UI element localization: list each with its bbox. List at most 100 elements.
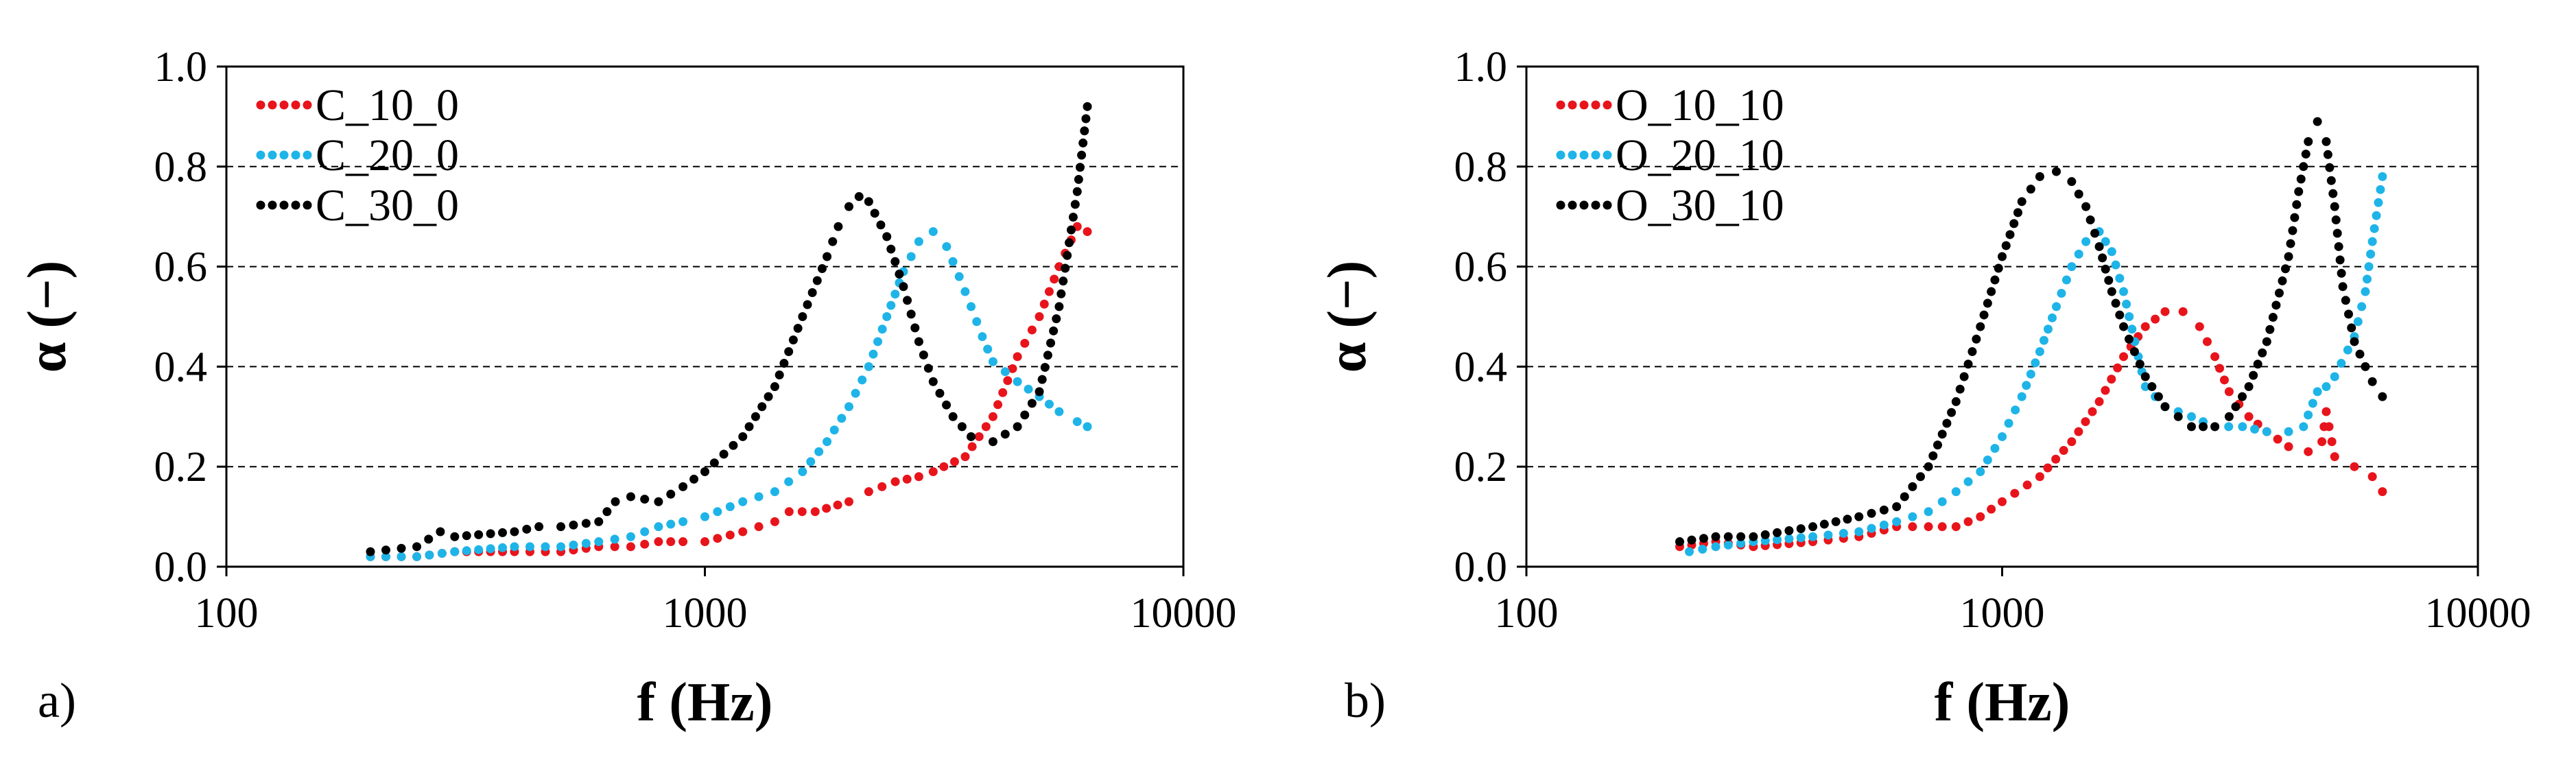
legend-marker bbox=[303, 150, 312, 160]
series-dot bbox=[2047, 313, 2057, 322]
series-dot bbox=[2043, 325, 2053, 334]
series-dot bbox=[886, 300, 896, 310]
series-dot bbox=[713, 534, 722, 543]
series-dot bbox=[1043, 351, 1052, 360]
data-point bbox=[1013, 377, 1022, 386]
data-point bbox=[700, 537, 709, 547]
panel-label: a) bbox=[38, 673, 76, 728]
data-point bbox=[2224, 387, 2234, 397]
data-point bbox=[1854, 527, 1864, 537]
series-dot bbox=[666, 519, 676, 529]
series-dot bbox=[610, 542, 619, 552]
series-dot bbox=[1074, 175, 1083, 185]
series-dot bbox=[1972, 334, 1981, 344]
data-point bbox=[2067, 177, 2077, 187]
series-dot bbox=[814, 447, 824, 456]
legend-marker bbox=[291, 200, 300, 210]
series-dot bbox=[2280, 264, 2290, 274]
series-dot bbox=[1987, 287, 1996, 296]
series-dot bbox=[1000, 367, 1010, 377]
series-dot bbox=[2101, 237, 2110, 246]
series-dot bbox=[1963, 359, 1973, 369]
series-dot bbox=[851, 388, 860, 398]
data-point bbox=[2330, 202, 2339, 211]
data-point bbox=[2052, 302, 2061, 311]
data-point bbox=[700, 512, 709, 521]
data-point bbox=[2195, 322, 2204, 331]
data-point bbox=[1951, 397, 1961, 406]
data-point bbox=[854, 192, 864, 202]
series-dot bbox=[666, 489, 676, 499]
series-dot bbox=[486, 544, 495, 554]
data-point bbox=[899, 282, 908, 292]
data-point bbox=[2244, 382, 2254, 392]
data-point bbox=[967, 432, 976, 441]
data-point bbox=[2210, 352, 2220, 362]
series-dot bbox=[1056, 289, 1066, 298]
series-dot bbox=[689, 474, 699, 484]
series-dot bbox=[1796, 533, 1806, 543]
series-dot bbox=[1947, 408, 1957, 417]
series-dot bbox=[1063, 250, 1072, 260]
series-dot bbox=[2231, 402, 2241, 412]
series-dot bbox=[2115, 274, 2125, 283]
data-point bbox=[654, 497, 663, 506]
legend-label: C_10_0 bbox=[316, 80, 459, 130]
data-point bbox=[914, 337, 923, 346]
series-dot bbox=[1942, 419, 1952, 428]
series-dot bbox=[2337, 359, 2346, 368]
series-dot bbox=[784, 477, 794, 486]
series-dot bbox=[1081, 114, 1091, 123]
series-dot bbox=[1020, 410, 1030, 420]
data-point bbox=[2350, 462, 2359, 471]
series-dot bbox=[541, 542, 550, 552]
data-point bbox=[2330, 452, 2339, 462]
data-point bbox=[2299, 422, 2308, 432]
series-dot bbox=[1867, 508, 1876, 518]
series-dot bbox=[498, 528, 508, 537]
series-dot bbox=[1046, 338, 1056, 348]
series-dot bbox=[1937, 497, 1947, 506]
series-dot bbox=[1008, 364, 1017, 373]
data-point bbox=[2160, 402, 2170, 412]
data-point bbox=[594, 537, 604, 547]
series-dot bbox=[2061, 275, 2071, 285]
data-point bbox=[2361, 362, 2370, 371]
data-point bbox=[534, 522, 544, 532]
series-dot bbox=[1983, 298, 1992, 308]
data-point bbox=[2313, 387, 2322, 397]
series-dot bbox=[2111, 298, 2120, 308]
data-point bbox=[738, 432, 748, 441]
series-dot bbox=[2051, 454, 2061, 464]
legend-item-C_20_0: C_20_0 bbox=[256, 130, 459, 180]
series-dot bbox=[2328, 189, 2338, 198]
data-point bbox=[2367, 237, 2377, 246]
legend-label: O_10_10 bbox=[1616, 80, 1784, 130]
series-dot bbox=[2219, 375, 2229, 385]
legend-marker bbox=[1591, 200, 1600, 210]
data-point bbox=[1854, 512, 1864, 521]
series-dot bbox=[2009, 219, 2019, 228]
series-dot bbox=[2347, 323, 2356, 333]
series-dot bbox=[910, 323, 920, 333]
series-dot bbox=[1968, 347, 1977, 357]
series-dot bbox=[1687, 535, 1697, 545]
data-point bbox=[2119, 322, 2129, 331]
data-point bbox=[2321, 137, 2331, 146]
series-dot bbox=[1823, 530, 1833, 540]
series-dot bbox=[764, 392, 773, 401]
series-dot bbox=[1963, 517, 1973, 526]
data-point bbox=[594, 517, 604, 526]
series-dot bbox=[906, 309, 916, 319]
data-point bbox=[1808, 522, 1818, 532]
data-point bbox=[2378, 172, 2387, 181]
series-dot bbox=[2301, 150, 2311, 159]
series-dot bbox=[1037, 375, 1047, 384]
data-point bbox=[770, 382, 779, 392]
data-point bbox=[844, 202, 853, 211]
legend-marker bbox=[1579, 100, 1589, 110]
series-dot bbox=[2299, 162, 2308, 172]
data-point bbox=[2224, 412, 2234, 421]
series-dot bbox=[2147, 382, 2157, 392]
legend-marker bbox=[256, 100, 265, 110]
